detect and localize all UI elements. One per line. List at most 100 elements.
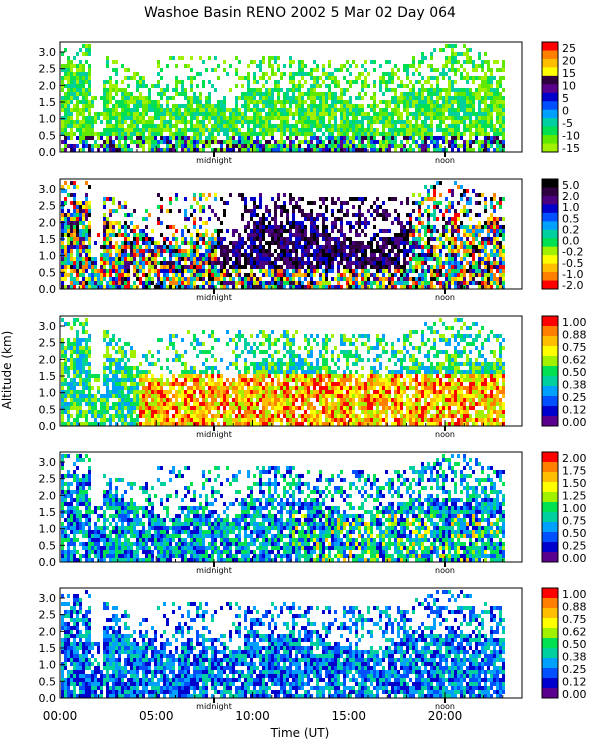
heatmap-cell — [241, 245, 244, 249]
heatmap-cell — [472, 281, 475, 285]
heatmap-cell — [115, 277, 118, 281]
heatmap-cell — [451, 265, 454, 269]
heatmap-cell — [379, 277, 382, 281]
heatmap-cell — [346, 265, 349, 269]
heatmap-cell — [289, 124, 292, 128]
heatmap-cell — [391, 100, 394, 104]
heatmap-cell — [184, 112, 187, 116]
heatmap-cell — [373, 132, 376, 136]
heatmap-cell — [310, 201, 313, 205]
heatmap-cell — [298, 144, 301, 148]
heatmap-cell — [295, 245, 298, 249]
heatmap-cell — [118, 245, 121, 249]
heatmap-cell — [487, 241, 490, 245]
heatmap-cell — [328, 233, 331, 237]
heatmap-cell — [466, 213, 469, 217]
heatmap-cell — [499, 124, 502, 128]
heatmap-cell — [100, 261, 103, 265]
heatmap-cell — [124, 128, 127, 132]
heatmap-cell — [481, 144, 484, 148]
heatmap-cell — [460, 116, 463, 120]
heatmap-cell — [442, 136, 445, 140]
heatmap-cell — [445, 148, 448, 152]
heatmap-cell — [307, 241, 310, 245]
heatmap-cell — [478, 269, 481, 273]
heatmap-cell — [379, 84, 382, 88]
heatmap-cell — [127, 273, 130, 277]
heatmap-cell — [496, 229, 499, 233]
heatmap-cell — [85, 277, 88, 281]
heatmap-cell — [358, 233, 361, 237]
heatmap-cell — [238, 148, 241, 152]
heatmap-cell — [361, 132, 364, 136]
heatmap-cell — [67, 96, 70, 100]
heatmap-cell — [379, 108, 382, 112]
heatmap-cell — [175, 76, 178, 80]
heatmap-cell — [268, 128, 271, 132]
heatmap-cell — [478, 257, 481, 261]
heatmap-cell — [64, 132, 67, 136]
heatmap-cell — [232, 124, 235, 128]
heatmap-cell — [274, 88, 277, 92]
heatmap-cell — [316, 241, 319, 245]
heatmap-cell — [202, 269, 205, 273]
heatmap-cell — [343, 108, 346, 112]
heatmap-cell — [202, 120, 205, 124]
heatmap-cell — [265, 269, 268, 273]
heatmap-cell — [382, 209, 385, 213]
heatmap-cell — [292, 144, 295, 148]
heatmap-cell — [292, 257, 295, 261]
heatmap-cell — [61, 418, 64, 422]
heatmap-cell — [142, 80, 145, 84]
heatmap-cell — [499, 229, 502, 233]
heatmap-cell — [268, 112, 271, 116]
colorbar-swatch — [542, 58, 558, 68]
heatmap-cell — [361, 84, 364, 88]
heatmap-cell — [496, 269, 499, 273]
heatmap-cell — [85, 225, 88, 229]
heatmap-cell — [328, 120, 331, 124]
heatmap-cell — [274, 285, 277, 289]
heatmap-cell — [475, 193, 478, 197]
heatmap-cell — [211, 112, 214, 116]
heatmap-cell — [328, 84, 331, 88]
heatmap-cell — [439, 237, 442, 241]
heatmap-cell — [211, 237, 214, 241]
heatmap-cell — [79, 265, 82, 269]
heatmap-cell — [70, 402, 73, 406]
heatmap-cell — [472, 269, 475, 273]
heatmap-cell — [331, 148, 334, 152]
heatmap-cell — [73, 245, 76, 249]
heatmap-cell — [187, 120, 190, 124]
heatmap-cell — [475, 245, 478, 249]
heatmap-cell — [358, 221, 361, 225]
heatmap-cell — [247, 96, 250, 100]
heatmap-cell — [328, 257, 331, 261]
heatmap-cell — [394, 257, 397, 261]
heatmap-cell — [391, 108, 394, 112]
heatmap-cell — [121, 148, 124, 152]
heatmap-cell — [421, 237, 424, 241]
heatmap-cell — [154, 285, 157, 289]
heatmap-cell — [172, 261, 175, 265]
heatmap-cell — [64, 181, 67, 185]
heatmap-cell — [448, 128, 451, 132]
heatmap-cell — [385, 112, 388, 116]
heatmap-cell — [244, 257, 247, 261]
heatmap-cell — [445, 277, 448, 281]
heatmap-cell — [337, 237, 340, 241]
heatmap-cell — [319, 84, 322, 88]
heatmap-cell — [139, 249, 142, 253]
heatmap-cell — [502, 265, 505, 269]
heatmap-cell — [178, 80, 181, 84]
heatmap-cell — [403, 120, 406, 124]
heatmap-cell — [94, 116, 97, 120]
heatmap-cell — [496, 80, 499, 84]
heatmap-cell — [268, 100, 271, 104]
heatmap-cell — [442, 245, 445, 249]
heatmap-cell — [484, 197, 487, 201]
heatmap-cell — [142, 128, 145, 132]
heatmap-cell — [190, 148, 193, 152]
heatmap-cell — [79, 233, 82, 237]
heatmap-cell — [460, 285, 463, 289]
